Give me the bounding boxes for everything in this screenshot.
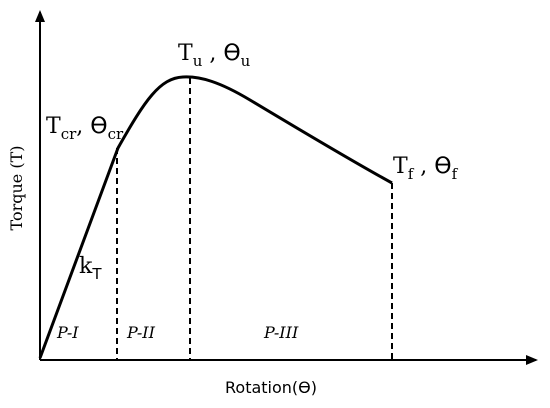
failure-torque-symbol: T: [393, 154, 408, 179]
failure-rotation-subscript: f: [452, 165, 459, 183]
ultimate-point-label: Tu , ϴu: [178, 41, 251, 70]
stiffness-symbol: k: [79, 254, 93, 279]
cracking-rotation-symbol: ϴ: [90, 114, 107, 139]
x-axis-title: Rotation(ϴ): [225, 378, 317, 397]
cracking-torque-subscript: cr: [61, 125, 77, 143]
phase-label-p1: P-I: [56, 323, 79, 342]
cracking-torque-symbol: T: [46, 114, 61, 139]
ultimate-torque-symbol: T: [178, 41, 193, 66]
y-axis-title: Torque (T): [7, 146, 26, 231]
ultimate-rotation-subscript: u: [241, 52, 251, 70]
stiffness-label: kT: [79, 254, 102, 283]
ultimate-rotation-symbol: ϴ: [223, 41, 240, 66]
failure-torque-subscript: f: [408, 165, 415, 183]
stiffness-subscript: T: [91, 265, 102, 283]
failure-point-label: Tf , ϴf: [393, 154, 459, 183]
torque-rotation-curve: [38, 75, 393, 359]
ultimate-torque-subscript: u: [193, 52, 203, 70]
phase-label-p2: P-II: [126, 323, 156, 342]
failure-rotation-symbol: ϴ: [434, 154, 451, 179]
cracking-point-label: Tcr, ϴcr: [46, 114, 124, 143]
cracking-rotation-subscript: cr: [108, 125, 124, 143]
phase-label-p3: P-III: [263, 323, 299, 342]
